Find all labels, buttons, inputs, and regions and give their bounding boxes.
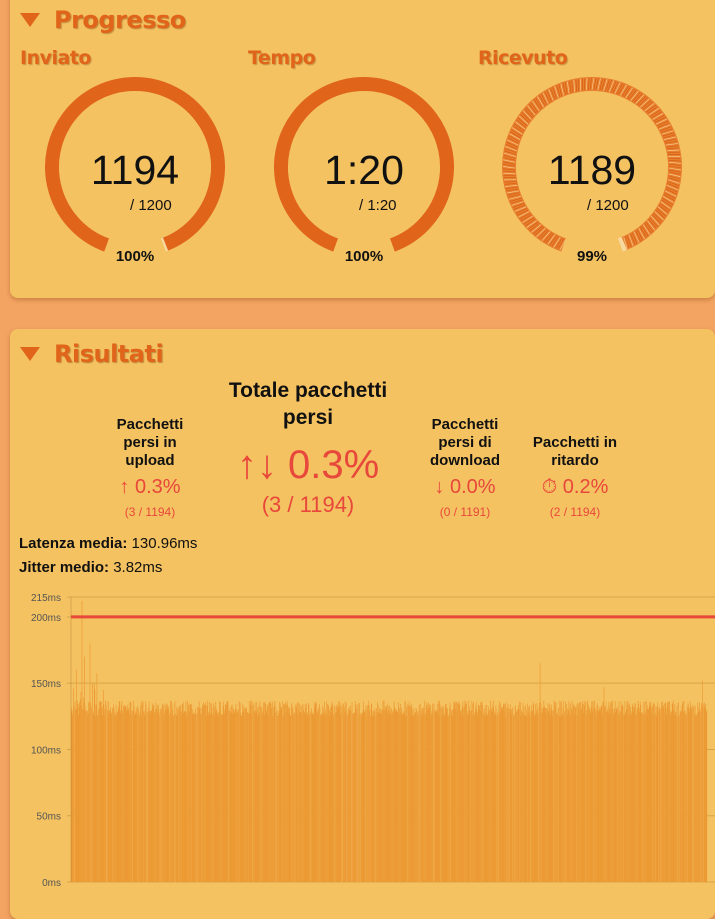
results-panel: Risultati Pacchetti persi in upload ↑ 0.… [10,329,715,919]
collapse-triangle-icon[interactable] [20,13,40,27]
stat-download-count: (0 / 1191) [415,505,515,519]
latency-chart: 0ms 50ms 100ms 150ms 200ms 215ms [10,587,715,897]
stat-delayed-value: ⏱ 0.2% [520,476,630,499]
gauge-received-total: / 1200 [587,197,629,214]
gauge-label-received: Ricevuto [478,47,567,69]
latency-bar [706,710,707,882]
stat-total-title: Totale pacchetti persi [213,377,403,431]
gauge-received-value: 1189 [497,147,687,194]
y-tick-label: 0ms [42,878,61,889]
collapse-triangle-icon[interactable] [20,347,40,361]
y-tick-label: 215ms [31,593,61,604]
y-tick-label: 150ms [31,679,61,690]
average-jitter: Jitter medio: 3.82ms [19,559,162,576]
stat-total-loss: Totale pacchetti persi ↑↓ 0.3% (3 / 1194… [213,377,403,518]
y-tick-label: 200ms [31,613,61,624]
average-latency: Latenza media: 130.96ms [19,535,197,552]
stat-upload-count: (3 / 1194) [100,505,200,519]
stat-total-value: ↑↓ 0.3% [213,443,403,488]
gauge-sent-percent: 100% [110,248,160,265]
gauge-time-percent: 100% [339,248,389,265]
gauge-time-total: / 1:20 [359,197,397,214]
average-jitter-label: Jitter medio: [19,559,109,576]
y-tick-label: 50ms [37,812,61,823]
stat-download-title: Pacchetti persi di download [415,416,515,470]
stat-download-loss: Pacchetti persi di download ↓ 0.0% (0 / … [415,416,515,519]
results-section-header[interactable]: Risultati [20,340,163,368]
gauge-sent-total: / 1200 [130,197,172,214]
gauge-received-percent: 99% [567,248,617,265]
stat-upload-title: Pacchetti persi in upload [100,416,200,470]
stat-delayed-count: (2 / 1194) [520,505,630,519]
gauge-sent-value: 1194 [40,147,230,194]
stat-delayed-packets: Pacchetti in ritardo ⏱ 0.2% (2 / 1194) [520,434,630,519]
gauge-time: 1:20 / 1:20 100% [269,72,459,262]
gauge-received: 1189 / 1200 99% [497,72,687,262]
progress-panel: Progresso Inviato Tempo Ricevuto 1194 / … [10,0,715,298]
stat-upload-loss: Pacchetti persi in upload ↑ 0.3% (3 / 11… [100,416,200,519]
average-latency-label: Latenza media: [19,535,127,552]
stat-total-count: (3 / 1194) [213,492,403,518]
results-title: Risultati [54,340,163,368]
stat-download-value: ↓ 0.0% [415,476,515,499]
stat-delayed-title: Pacchetti in ritardo [520,434,630,470]
average-latency-value: 130.96ms [132,535,198,552]
average-jitter-value: 3.82ms [113,559,162,576]
progress-title: Progresso [54,6,186,34]
gauge-sent: 1194 / 1200 100% [40,72,230,262]
y-tick-label: 100ms [31,745,61,756]
progress-section-header[interactable]: Progresso [20,6,186,34]
gauge-label-sent: Inviato [20,47,91,69]
stat-upload-value: ↑ 0.3% [100,476,200,499]
latency-bars [71,601,707,882]
gauge-label-time: Tempo [248,47,315,69]
gauge-time-value: 1:20 [269,147,459,194]
